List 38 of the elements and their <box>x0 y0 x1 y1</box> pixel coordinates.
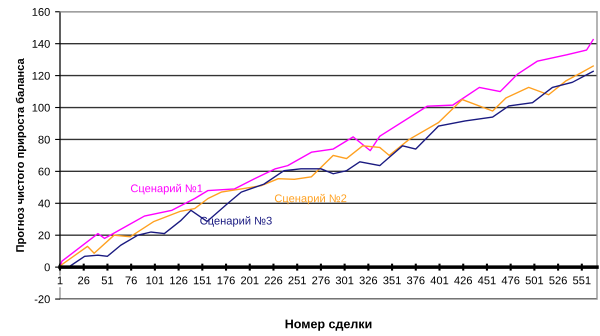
y-tick-label: 120 <box>32 72 50 80</box>
x-tick-label: 76 <box>126 276 137 284</box>
y-axis-title: Прогноз чистого прироста баланса <box>16 58 26 252</box>
x-tick-label: 426 <box>454 276 472 284</box>
x-tick-label: 551 <box>572 276 591 284</box>
x-tick-label: 26 <box>78 276 90 284</box>
x-tick-label: 251 <box>288 276 306 284</box>
y-tick-label: 0 <box>44 263 50 272</box>
x-tick-label: 1 <box>58 276 63 284</box>
x-tick-label: 201 <box>241 276 258 284</box>
x-tick-label: 351 <box>383 276 401 284</box>
x-tick-label: 101 <box>146 276 164 284</box>
series-label: Сценарий №2 <box>274 194 346 204</box>
x-tick-label: 176 <box>218 276 235 284</box>
x-tick-label: 476 <box>502 276 520 284</box>
y-tick-label: 20 <box>38 231 50 240</box>
x-tick-label: 376 <box>406 276 425 284</box>
x-tick-label: 226 <box>264 276 282 284</box>
x-tick-label: 151 <box>194 276 212 284</box>
y-tick-label: -20 <box>34 295 50 304</box>
x-tick-label: 401 <box>430 276 448 284</box>
series-label: Сценарий №1 <box>130 184 202 194</box>
x-tick-label: 451 <box>478 276 496 284</box>
y-tick-label: 140 <box>32 40 50 48</box>
y-tick-label: 100 <box>32 104 50 112</box>
x-tick-label: 301 <box>336 276 354 284</box>
x-tick-label: 526 <box>549 276 567 284</box>
y-tick-label: 80 <box>38 136 50 144</box>
x-axis-title: Номер сделки <box>286 320 372 331</box>
y-tick-label: 60 <box>38 168 50 176</box>
series-label: Сценарий №3 <box>200 216 272 227</box>
x-tick-label: 126 <box>170 276 188 284</box>
x-tick-label: 326 <box>360 276 378 284</box>
x-tick-label: 276 <box>312 276 330 284</box>
x-tick-label: 51 <box>102 276 114 284</box>
y-tick-label: 160 <box>32 8 50 16</box>
x-tick-label: 501 <box>526 276 544 284</box>
y-tick-label: 40 <box>38 200 50 208</box>
